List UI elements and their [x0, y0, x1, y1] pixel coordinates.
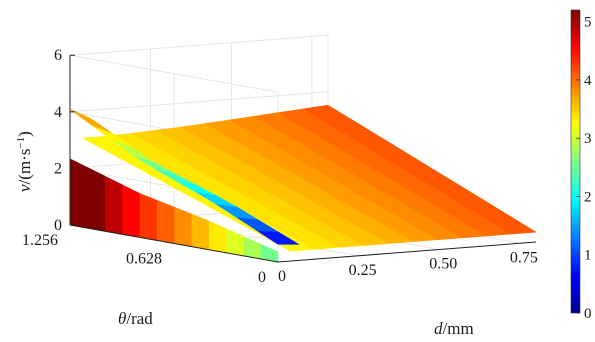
surface-side-strip [156, 199, 175, 244]
surface-side-strip [225, 228, 244, 257]
theta-tick-label: 0.628 [126, 251, 162, 268]
colorbar-tick-label: 3 [584, 131, 592, 147]
colorbar: 0 1 2 3 4 5 [570, 9, 592, 322]
d-axis-unit: /mm [443, 319, 474, 338]
theta-tick-label: 0 [258, 269, 266, 286]
velocity-surface [69, 104, 537, 263]
theta-axis-label: θ/rad [118, 309, 153, 328]
surface-side-strip [243, 235, 262, 260]
z-axis-close: ) [15, 131, 34, 137]
surface-side-strip [104, 175, 123, 235]
z-axis-exp: −1 [15, 137, 27, 149]
theta-tick-label: 1.256 [22, 232, 58, 249]
d-axis-line [277, 241, 537, 263]
d-axis-label: d/mm [434, 319, 474, 338]
z-tick-label: 4 [54, 104, 62, 121]
z-tick-label: 6 [54, 47, 62, 64]
colorbar-tick-label: 5 [584, 15, 592, 31]
colorbar-tick-label: 0 [584, 306, 592, 322]
surface-sheet-band [302, 104, 537, 235]
d-axis-var: d [434, 319, 443, 338]
theta-axis-var: θ [118, 309, 126, 328]
colorbar-tick-label: 2 [584, 189, 592, 205]
colorbar-tick-label: 4 [584, 73, 592, 89]
z-tick-label: 0 [54, 217, 62, 234]
z-axis-unit: /(m·s [15, 149, 34, 185]
axes-lines [69, 55, 537, 263]
colorbar-tick-label: 1 [584, 248, 592, 264]
z-axis-var: v [15, 184, 34, 192]
surface-ridge-band [69, 108, 112, 134]
grid-line-v-6 [69, 34, 329, 93]
d-tick-label: 0.75 [510, 249, 538, 266]
surface-side-strip [139, 192, 157, 241]
colorbar-gradient [570, 9, 581, 314]
z-axis-label: v/(m·s−1) [15, 131, 34, 192]
surface-side-strip [208, 220, 227, 254]
surface-side-strip [191, 213, 209, 251]
surface-side-strip [173, 206, 192, 247]
z-tick-label: 2 [54, 160, 62, 177]
surface-side-strip [87, 166, 105, 232]
d-tick-label: 0.50 [429, 256, 457, 273]
d-tick-label: 0.25 [349, 262, 377, 279]
surface-side-strip [69, 158, 88, 229]
theta-axis-line [69, 224, 279, 263]
surface-side-strip [121, 184, 140, 238]
theta-axis-unit: /rad [126, 309, 153, 328]
d-tick-label: 0 [278, 268, 286, 285]
